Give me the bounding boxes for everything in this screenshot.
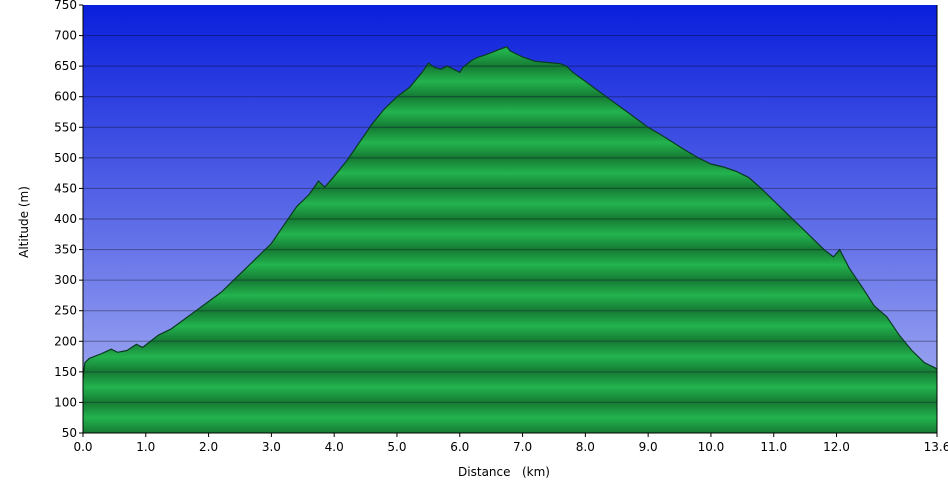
y-tick-label: 500 <box>54 151 77 165</box>
fill-band <box>83 341 937 372</box>
x-tick-label: 10.0 <box>698 440 725 454</box>
y-tick-label: 200 <box>54 334 77 348</box>
elevation-profile-line <box>82 45 938 379</box>
y-tick-label: 750 <box>54 0 77 12</box>
y-tick-label: 150 <box>54 365 77 379</box>
y-axis-ticks: 50 100 150 200 250 300 350 400 450 500 550 600 650 70… <box>54 0 83 440</box>
x-tick-label: 12.0 <box>823 440 850 454</box>
x-tick-label: 3.0 <box>262 440 281 454</box>
y-tick-label: 350 <box>54 243 77 257</box>
grid-lines <box>83 35 937 403</box>
x-axis-ticks: 0.0 1.0 2.0 3.0 4.0 5.0 6.0 7.0 8.0 9.0 10.0 11.0 12… <box>73 433 948 454</box>
y-tick-label: 400 <box>54 212 77 226</box>
y-axis-label: Altitude (m) <box>17 186 31 258</box>
x-tick-label: 0.0 <box>73 440 92 454</box>
y-tick-label: 100 <box>54 395 77 409</box>
x-tick-label: 7.0 <box>513 440 532 454</box>
y-tick-label: 50 <box>62 426 77 440</box>
y-tick-label: 700 <box>54 29 77 43</box>
x-tick-label: 4.0 <box>325 440 344 454</box>
y-tick-label: 300 <box>54 273 77 287</box>
fill-band <box>83 371 937 403</box>
x-tick-label: 13.6 <box>924 440 948 454</box>
x-tick-label: 6.0 <box>450 440 469 454</box>
x-axis-label: Distance (km) <box>458 465 550 479</box>
y-tick-label: 450 <box>54 181 77 195</box>
x-tick-label: 11.0 <box>760 440 787 454</box>
x-tick-label: 1.0 <box>136 440 155 454</box>
y-tick-label: 550 <box>54 120 77 134</box>
x-tick-label: 9.0 <box>639 440 658 454</box>
x-tick-label: 2.0 <box>199 440 218 454</box>
y-tick-label: 650 <box>54 59 77 73</box>
x-tick-label: 5.0 <box>387 440 406 454</box>
fill-band <box>83 310 937 342</box>
x-tick-label: 8.0 <box>576 440 595 454</box>
fill-band <box>83 402 937 433</box>
y-tick-label: 250 <box>54 304 77 318</box>
y-tick-label: 600 <box>54 90 77 104</box>
